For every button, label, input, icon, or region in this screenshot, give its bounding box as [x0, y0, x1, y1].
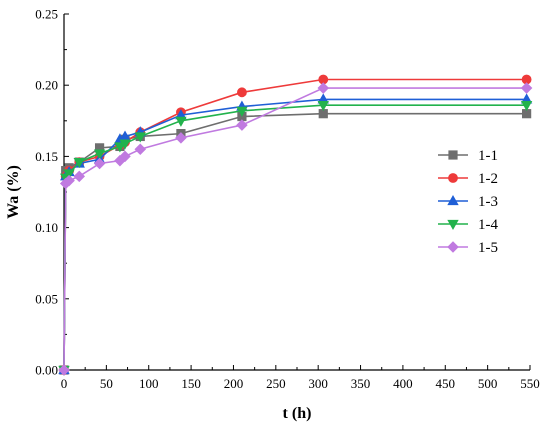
- legend-item: 1-1: [438, 148, 498, 164]
- data-point: [58, 364, 70, 376]
- data-point: [317, 82, 330, 94]
- data-point: [134, 132, 146, 143]
- data-point: [317, 101, 329, 112]
- x-tick-label: 500: [478, 376, 498, 391]
- legend-item: 1-3: [438, 194, 498, 210]
- y-axis-title: Wa (%): [5, 165, 22, 219]
- legend-marker: [448, 173, 458, 183]
- data-point: [236, 119, 248, 131]
- x-tick-label: 0: [61, 376, 68, 391]
- data-point: [73, 157, 85, 169]
- legend-item: 1-4: [438, 217, 498, 233]
- series-1-3: [58, 93, 533, 375]
- y-tick-label: 0.00: [35, 363, 58, 378]
- x-tick-label: 200: [224, 376, 244, 391]
- series-line: [63, 104, 527, 371]
- series-line: [63, 87, 527, 371]
- legend-marker: [447, 194, 459, 206]
- y-axis: 0.00 0.05 0.10 0.15 0.20 0.25: [35, 7, 69, 378]
- plot-frame: [63, 14, 530, 371]
- y-tick-label: 0.10: [35, 220, 58, 235]
- x-tick-label: 400: [393, 376, 413, 391]
- data-point: [93, 157, 106, 170]
- legend-label: 1-3: [478, 194, 498, 210]
- x-tick-label: 50: [100, 376, 113, 391]
- x-tick-label: 550: [520, 376, 540, 391]
- data-point: [175, 116, 187, 127]
- legend-marker: [448, 150, 458, 160]
- data-point: [236, 106, 248, 117]
- legend-item: 1-5: [438, 240, 498, 256]
- x-axis: 0 50 100 150 200 250 300 350 400 450 500 550: [61, 365, 540, 391]
- data-point: [134, 143, 147, 156]
- series-layer: [58, 74, 533, 377]
- y-tick-label: 0.05: [35, 291, 58, 306]
- legend-marker: [447, 241, 459, 253]
- legend-label: 1-5: [478, 240, 498, 256]
- x-tick-label: 300: [308, 376, 328, 391]
- data-point: [63, 169, 75, 180]
- series-1-5: [58, 82, 533, 376]
- x-axis-title: t (h): [283, 405, 312, 422]
- legend-item: 1-2: [438, 171, 498, 187]
- x-tick-label: 350: [351, 376, 371, 391]
- x-tick-label: 450: [436, 376, 456, 391]
- x-tick-label: 250: [266, 376, 286, 391]
- legend: 1-1 1-2 1-3 1-4 1-5: [438, 148, 498, 256]
- series-1-4: [58, 101, 533, 377]
- data-point: [119, 139, 131, 150]
- legend-label: 1-4: [478, 217, 498, 233]
- x-tick-label: 100: [139, 376, 159, 391]
- data-point: [520, 82, 533, 94]
- series-1-1: [59, 109, 532, 375]
- data-point: [119, 150, 131, 163]
- legend-label: 1-1: [478, 148, 498, 164]
- data-point: [63, 174, 75, 187]
- data-point: [175, 132, 187, 144]
- data-point: [93, 149, 106, 160]
- y-tick-label: 0.20: [35, 78, 58, 93]
- x-tick-label: 150: [181, 376, 201, 391]
- data-point: [73, 170, 86, 183]
- legend-marker: [447, 219, 459, 231]
- y-tick-label: 0.25: [35, 7, 58, 22]
- data-point: [520, 101, 533, 112]
- y-tick-label: 0.15: [35, 149, 58, 164]
- data-point: [237, 87, 247, 98]
- legend-label: 1-2: [478, 171, 498, 187]
